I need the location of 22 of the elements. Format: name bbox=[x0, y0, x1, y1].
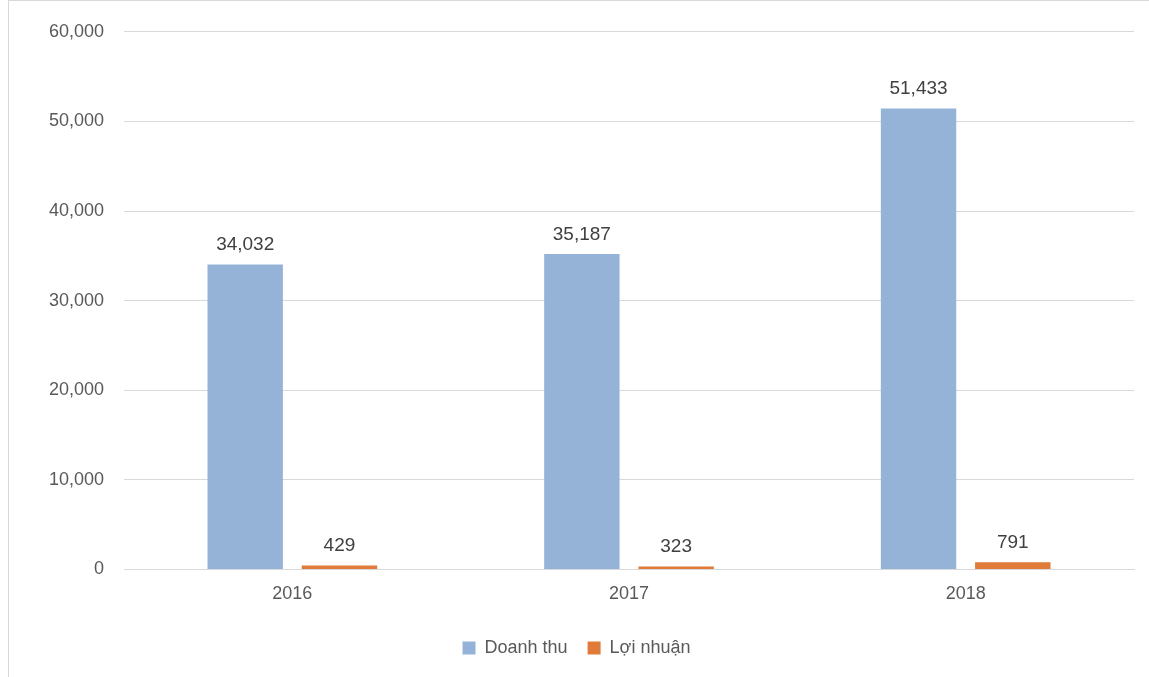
y-tick-label: 50,000 bbox=[48, 110, 104, 131]
x-tick-label: 2018 bbox=[945, 583, 986, 604]
data-label: 429 bbox=[323, 534, 356, 556]
y-tick-label: 60,000 bbox=[48, 20, 104, 41]
data-label: 51,433 bbox=[889, 77, 948, 99]
data-label: 791 bbox=[996, 531, 1029, 553]
x-tick-label: 2017 bbox=[608, 583, 650, 604]
x-tick-label: 2016 bbox=[272, 583, 313, 604]
y-tick-label: 40,000 bbox=[48, 199, 104, 220]
y-tick-label: 30,000 bbox=[48, 289, 104, 310]
y-tick-label: 20,000 bbox=[48, 379, 104, 400]
bar bbox=[207, 264, 283, 569]
y-tick-label: 0 bbox=[93, 558, 104, 579]
y-tick-label: 10,000 bbox=[48, 468, 104, 489]
bar bbox=[975, 562, 1051, 569]
legend-label: Lợi nhuận bbox=[609, 636, 691, 657]
data-label: 35,187 bbox=[552, 222, 611, 244]
data-label: 34,032 bbox=[216, 233, 275, 255]
legend-label: Doanh thu bbox=[484, 636, 568, 657]
bar bbox=[880, 108, 957, 569]
data-label: 323 bbox=[660, 535, 692, 557]
bar bbox=[544, 254, 620, 569]
